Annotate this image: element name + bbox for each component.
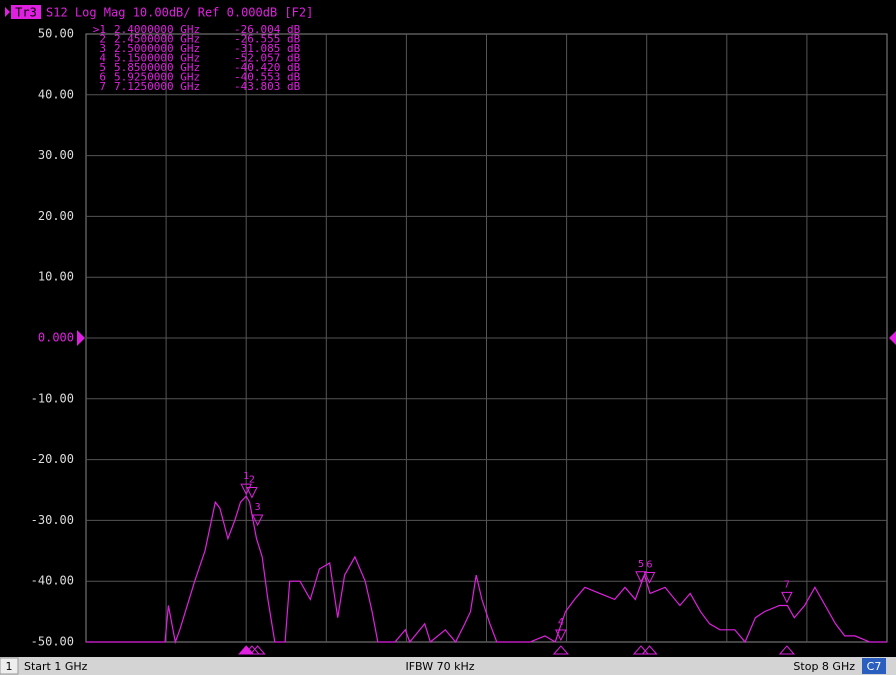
- ref-marker-right: [889, 331, 896, 345]
- marker-value: -31.085 dB: [234, 42, 301, 55]
- marker-axis-triangle: [249, 645, 266, 655]
- channel-tag-box[interactable]: [862, 658, 886, 674]
- marker-triangle: [251, 514, 264, 527]
- marker-triangle: [781, 591, 793, 604]
- marker-id: 6: [99, 71, 106, 84]
- trace: [86, 495, 887, 645]
- marker-freq: 5.1500000 GHz: [114, 52, 200, 65]
- trace-label[interactable]: Tr3: [15, 6, 37, 20]
- ref-marker-left: [77, 330, 85, 346]
- marker-triangle: [643, 572, 656, 584]
- marker-label: 3: [255, 502, 261, 513]
- marker-id: 5: [99, 61, 106, 74]
- marker-triangle: [555, 629, 567, 642]
- marker-axis-triangle: [552, 645, 569, 655]
- marker-label: 5: [638, 559, 644, 570]
- y-tick-label: -10.00: [31, 391, 74, 405]
- y-tick-label: -30.00: [31, 513, 74, 527]
- y-tick-label: 50.00: [38, 27, 74, 41]
- start-freq: Start 1 GHz: [24, 660, 88, 673]
- marker-axis-triangle: [641, 645, 658, 655]
- marker-freq: 2.4500000 GHz: [114, 33, 200, 46]
- marker-id: >1: [93, 23, 106, 36]
- marker-label: 4: [558, 617, 564, 628]
- y-tick-label: 30.00: [38, 148, 74, 162]
- marker-triangle: [240, 483, 253, 496]
- marker-freq: 5.9250000 GHz: [114, 71, 200, 84]
- trace-badge[interactable]: [11, 5, 41, 19]
- marker-id: 7: [99, 80, 106, 93]
- channel-number: 1: [6, 660, 13, 673]
- marker-id: 3: [99, 42, 106, 55]
- marker-freq: 5.8500000 GHz: [114, 61, 200, 74]
- marker-label: 1: [243, 471, 249, 482]
- y-tick-label: -20.00: [31, 452, 74, 466]
- status-bar: [0, 657, 896, 675]
- trace-arrow: [5, 7, 10, 17]
- marker-freq: 7.1250000 GHz: [114, 80, 200, 93]
- marker-id: 4: [99, 52, 106, 65]
- y-tick-label: -40.00: [31, 574, 74, 588]
- marker-axis-triangle: [778, 645, 795, 655]
- marker-label: 6: [647, 560, 653, 571]
- marker-value: -26.555 dB: [234, 33, 301, 46]
- marker-id: 2: [99, 33, 106, 46]
- marker-freq: 2.4000000 GHz: [114, 23, 200, 36]
- marker-freq: 2.5000000 GHz: [114, 42, 200, 55]
- marker-label: 7: [784, 579, 790, 590]
- channel-box: [0, 657, 19, 675]
- y-tick-label: -50.00: [31, 635, 74, 649]
- ifbw: IFBW 70 kHz: [405, 660, 474, 673]
- marker-triangle: [635, 571, 647, 583]
- y-tick-label: 40.00: [38, 87, 74, 101]
- marker-value: -40.420 dB: [234, 61, 301, 74]
- y-tick-label: 10.00: [38, 270, 74, 284]
- marker-triangle: [246, 486, 258, 499]
- stop-freq: Stop 8 GHz: [793, 660, 855, 673]
- marker-axis-triangle: [632, 645, 650, 655]
- y-tick-label: 20.00: [38, 209, 74, 223]
- marker-value: -26.004 dB: [234, 23, 301, 36]
- marker-value: -40.553 dB: [234, 71, 301, 84]
- channel-tag[interactable]: C7: [867, 660, 882, 673]
- marker-value: -52.057 dB: [234, 52, 301, 65]
- y-tick-label: 0.000: [38, 331, 74, 345]
- trace-title: S12 Log Mag 10.00dB/ Ref 0.000dB [F2]: [46, 6, 313, 20]
- marker-label: 2: [249, 474, 255, 485]
- marker-value: -43.803 dB: [234, 80, 301, 93]
